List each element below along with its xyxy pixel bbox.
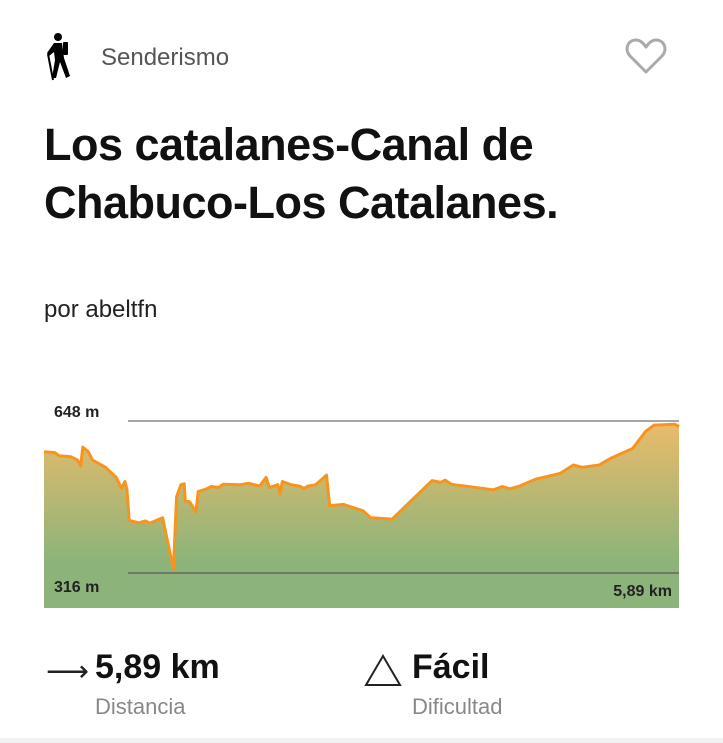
triangle-icon: [364, 654, 402, 686]
distance-value: 5,89 km: [95, 648, 220, 686]
elevation-area: [44, 424, 679, 608]
distance-label: Distancia: [95, 694, 186, 719]
divider: [0, 738, 723, 743]
distance-axis-label: 5,89 km: [613, 583, 672, 600]
elevation-chart-svg: [43, 420, 680, 608]
elevation-chart: 648 m 316 m 5,89 km: [0, 390, 723, 620]
arrow-right-icon: ⟶: [46, 655, 90, 688]
hiker-icon: [47, 33, 70, 81]
author-label: por abeltfn: [44, 296, 158, 323]
min-elevation-label: 316 m: [54, 579, 100, 596]
difficulty-value: Fácil: [412, 648, 490, 686]
difficulty-label: Dificultad: [412, 694, 503, 719]
page-title: Los catalanes-Canal de Chabuco-Los Catal…: [44, 119, 559, 228]
elevation-line: [43, 422, 680, 571]
category-label: Senderismo: [101, 44, 230, 71]
max-elevation-label: 648 m: [54, 404, 100, 421]
heart-outline-icon[interactable]: [624, 36, 668, 76]
